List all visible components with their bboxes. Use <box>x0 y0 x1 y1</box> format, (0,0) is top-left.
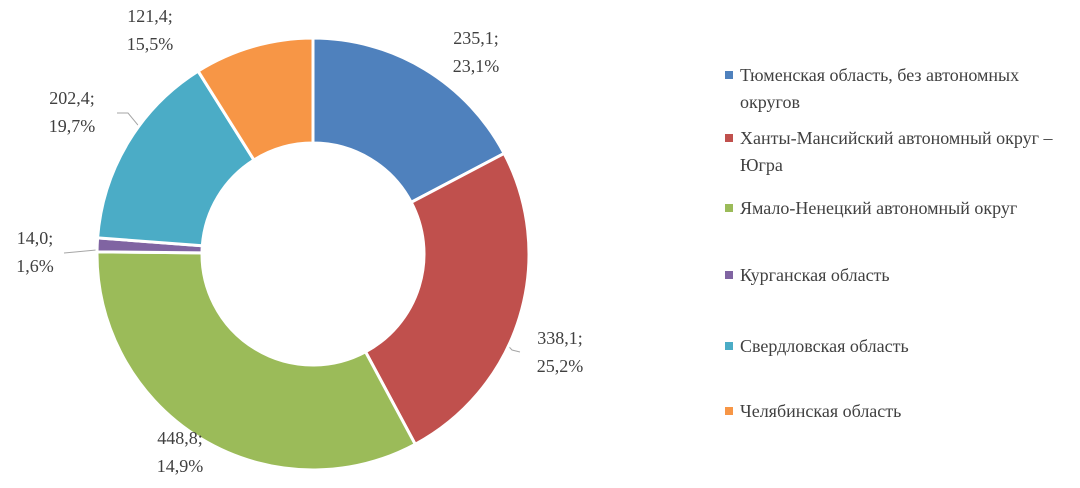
value-label: 338,1; <box>537 328 583 348</box>
value-label: 448,8; <box>157 428 203 448</box>
legend-item: Тюменская область, без автономных округо… <box>725 62 1075 116</box>
legend-swatch <box>725 71 733 79</box>
chart: 235,1; 23,1% 338,1; 25,2% 448,8; 14,9% 14,0; 1,… <box>16 6 584 476</box>
value-label: 14,0; <box>17 228 54 248</box>
legend-label: Ханты-Мансийский автономный округ – Югра <box>740 128 1053 175</box>
legend-label: Курганская область <box>740 265 890 285</box>
legend-item: Ямало-Ненецкий автономный округ <box>725 195 1075 222</box>
value-label: 235,1; <box>453 28 499 48</box>
legend-label: Тюменская область, без автономных округо… <box>740 65 1020 112</box>
percent-label: 19,7% <box>49 116 96 136</box>
legend-item: Свердловская область <box>725 333 1075 360</box>
slice <box>311 36 507 205</box>
percent-label: 1,6% <box>16 256 54 276</box>
legend-label: Ямало-Ненецкий автономный округ <box>740 198 1018 218</box>
legend-swatch <box>725 342 733 350</box>
percent-label: 23,1% <box>453 56 500 76</box>
percent-label: 25,2% <box>537 356 584 376</box>
legend-label: Челябинская область <box>740 401 902 421</box>
percent-label: 15,5% <box>127 34 174 54</box>
slice <box>196 36 315 163</box>
slice <box>95 69 257 248</box>
legend-swatch <box>725 407 733 415</box>
legend-item: Ханты-Мансийский автономный округ – Югра <box>725 125 1075 179</box>
slice <box>363 151 531 447</box>
percent-label: 14,9% <box>157 456 204 476</box>
slice <box>95 250 418 472</box>
legend-item: Челябинская область <box>725 398 1075 425</box>
value-label: 121,4; <box>127 6 173 26</box>
legend-swatch <box>725 134 733 142</box>
legend-item: Курганская область <box>725 262 1075 289</box>
value-label: 202,4; <box>49 88 95 108</box>
legend-swatch <box>725 204 733 212</box>
legend-label: Свердловская область <box>740 336 909 356</box>
legend-swatch <box>725 271 733 279</box>
